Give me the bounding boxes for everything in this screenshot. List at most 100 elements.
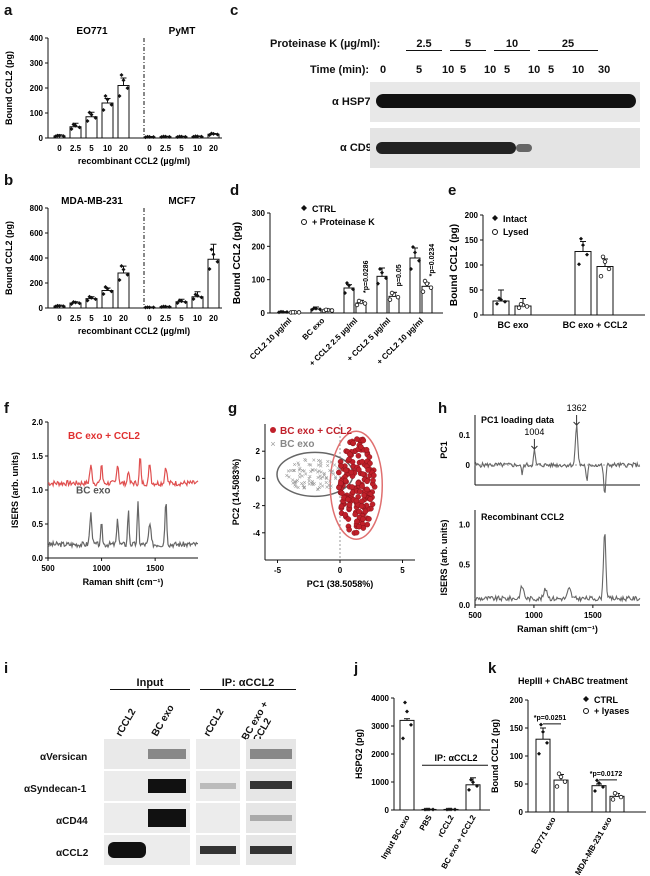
y-tick-label: 0.5 [459,561,471,570]
scatter-point-bcexo: × [293,482,297,489]
y-tick-label: 400 [30,254,44,263]
data-point [93,297,98,302]
y-tick-label: 4000 [371,694,389,703]
data-point [105,97,110,102]
data-point [387,297,393,302]
data-point [595,778,599,783]
scatter-point-bcexo: × [316,487,320,494]
x-tick-label: 10 [193,314,202,323]
y-tick-label: 100 [510,752,524,761]
y-tick-label: 300 [252,209,266,218]
data-point [121,78,126,83]
x-tick-label: 10 [103,314,112,323]
data-point [87,110,92,115]
blot-row-label: αVersican [40,752,88,763]
data-point [119,73,124,77]
x-tick-label: 20 [209,314,218,323]
scatter-point-bcexo: × [309,469,313,476]
x-tick-label: BC exo [301,316,327,342]
series-label: BC exo [76,485,110,496]
y-tick-label: 200 [465,211,479,220]
data-point [290,309,296,315]
scatter-point-bcexo: × [333,474,337,481]
scatter-point-bcexo: × [310,467,314,474]
chart-title: HepIII + ChABC treatment [518,676,628,686]
loading-line [474,424,641,493]
scatter-point-ccl2 [357,488,363,495]
scatter-point-ccl2 [350,440,357,446]
legend-label: CTRL [312,204,336,214]
scatter-point-ccl2 [346,526,352,533]
blot-cell [196,739,240,769]
blot-c: Proteinase K (µg/ml): 2.5 5 10 25 Time (… [240,30,645,180]
scatter-point-bcexo: × [316,487,320,494]
blot-image-hsp70 [370,82,640,122]
x-tick-label: 10 [103,144,112,153]
x-tick-label: 5 [179,144,184,153]
y-tick-label: 600 [30,229,44,238]
y-tick-label: 1.0 [459,520,471,529]
scatter-point-ccl2 [362,508,369,515]
scatter-point-ccl2 [355,480,362,486]
y-tick-label: 400 [30,34,44,43]
data-point [207,267,212,271]
time-label: 10 [484,64,497,76]
scatter-point-bcexo: × [287,475,291,482]
subplot-title: Recombinant CCL2 [481,512,564,522]
data-point [516,305,522,310]
data-point [431,807,435,812]
data-point [125,86,130,91]
y-tick-label: 3000 [371,722,389,731]
scatter-point-bcexo: × [296,485,300,492]
data-point [71,300,76,304]
scatter-point-bcexo: × [307,462,311,469]
chart-d: 0 100 200 300 Bound CCL2 (pg) CCL2 10 µg/ml BC… [232,204,443,368]
data-point [109,102,114,107]
scatter-point-ccl2 [358,444,364,450]
x-tick-label: 10 [193,144,202,153]
scatter-point-bcexo: × [321,474,325,481]
data-point [545,740,549,745]
data-point [405,709,409,714]
data-point [177,134,182,139]
blot-cell [104,835,190,865]
bar [535,738,551,813]
data-point [503,299,507,304]
scatter-point-ccl2 [352,511,359,518]
data-point [101,292,106,296]
data-point [497,296,501,301]
scatter-point-ccl2 [371,472,377,479]
scatter-point-ccl2 [359,483,365,489]
data-point [539,722,543,727]
data-point [356,298,362,304]
scatter-point-bcexo: × [291,477,295,484]
legend-marker-ctrl [583,696,589,702]
x-tick-label: -5 [274,566,282,575]
data-point [556,771,562,776]
y-tick-label: 2 [256,447,261,456]
scatter-point-bcexo: × [325,484,329,491]
x-tick-label: 5 [400,566,405,575]
data-point [61,304,66,309]
scatter-point-bcexo: × [311,482,315,489]
scatter-point-bcexo: × [302,486,306,493]
x-tick-label: 0 [338,566,343,575]
panel-label-d: d [230,182,240,199]
scatter-point-bcexo: × [302,469,306,476]
legend-marker-lysed [492,229,498,235]
scatter-point-bcexo: × [300,468,304,475]
scatter-point-ccl2 [366,516,372,522]
data-point [69,127,74,131]
scatter-point-ccl2 [355,466,362,473]
chart-j: 0 1000 2000 3000 4000 HSPG2 (pg) Input BC exo P… [354,694,490,871]
x-tick-label: 1000 [525,611,543,620]
y-axis-label: ISERS (arb. units) [10,452,20,528]
bar [596,266,614,316]
scatter-point-ccl2 [338,503,345,510]
data-point [413,250,417,255]
data-point [471,780,475,785]
data-point [417,258,421,263]
blot-image-cd9 [370,128,640,168]
data-point [612,790,618,796]
